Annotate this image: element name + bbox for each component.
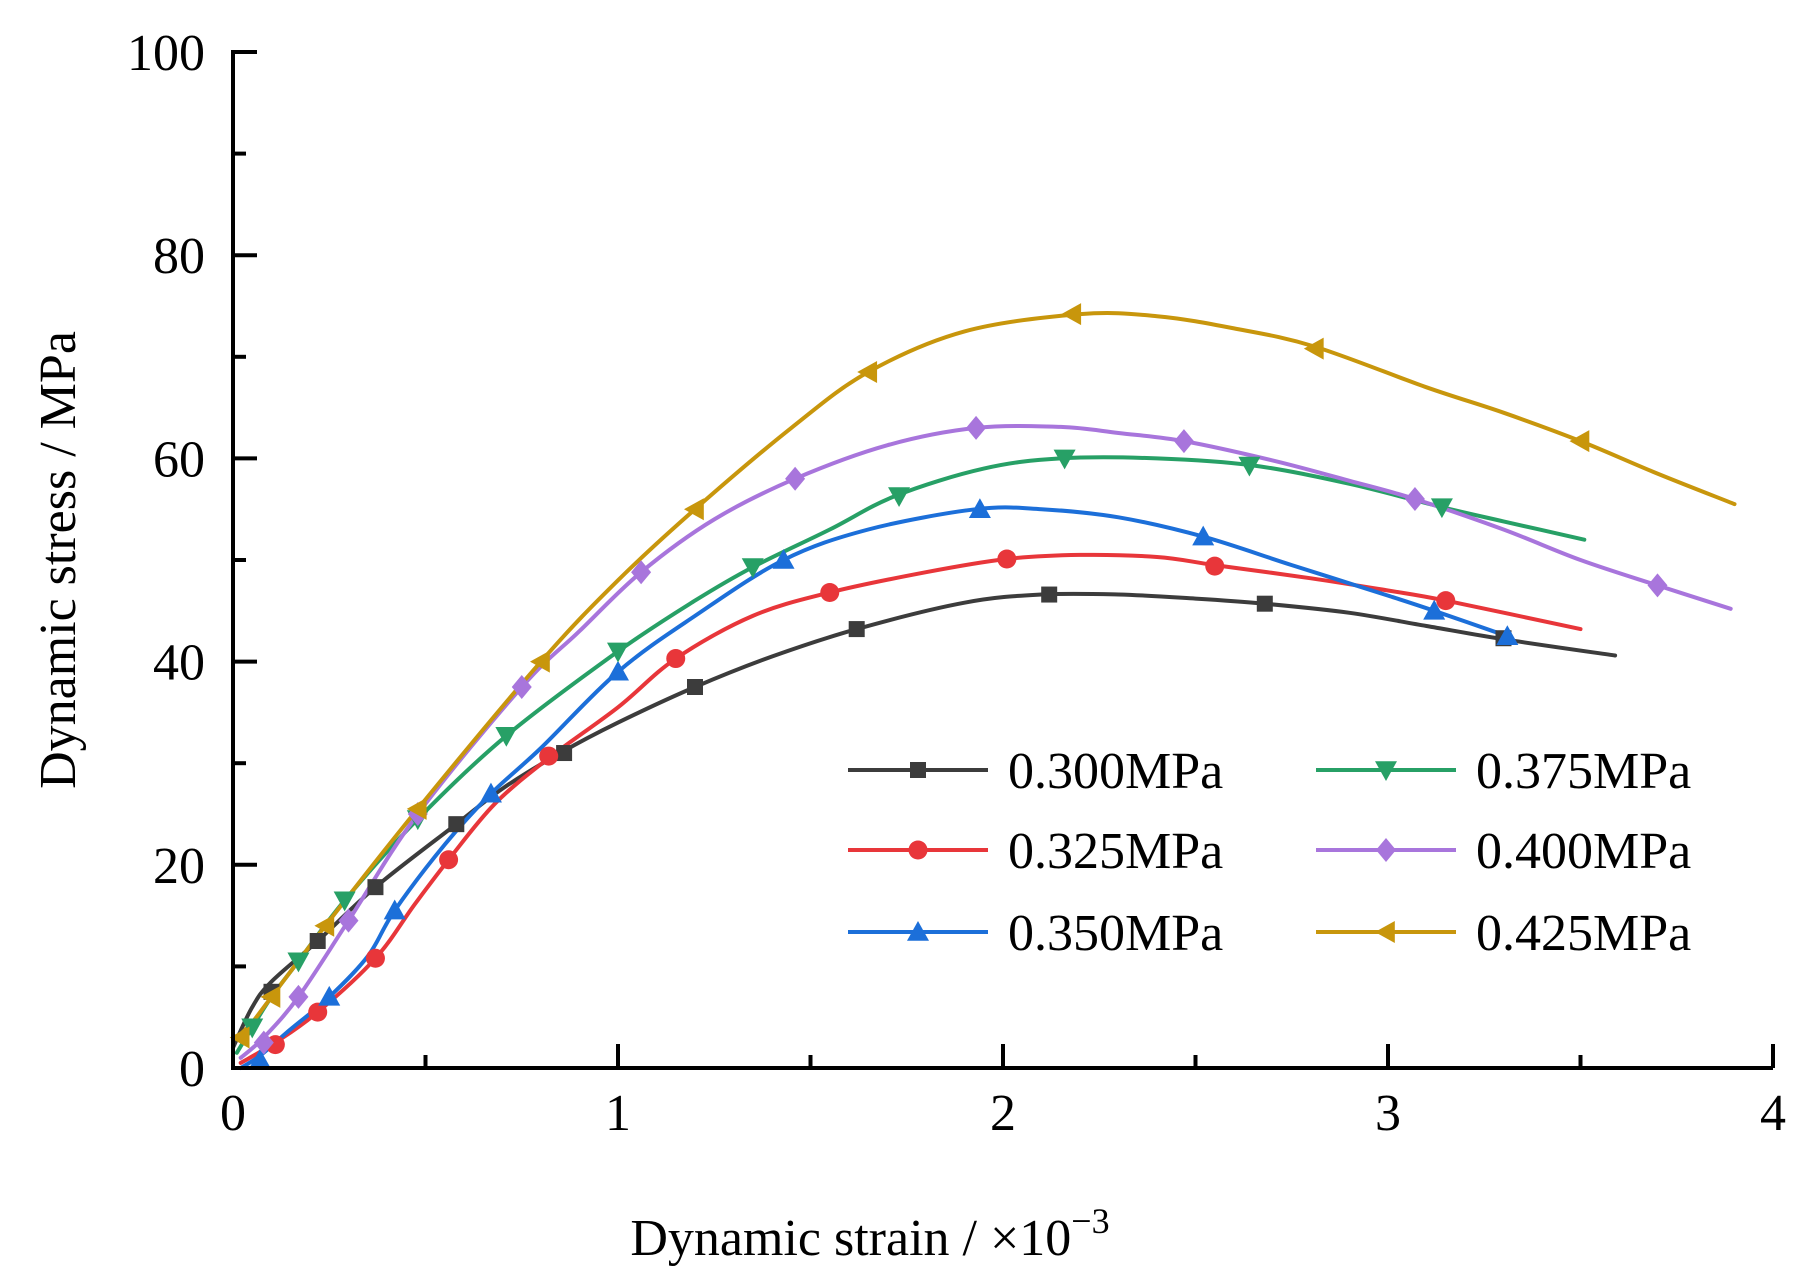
- data-point-0-6: [848, 621, 865, 638]
- data-point-2-3: [479, 782, 502, 803]
- data-point-5-8: [1303, 337, 1324, 360]
- x-axis-title: Dynamic strain / ×10−3: [630, 1201, 1109, 1267]
- data-point-5-7: [1061, 303, 1082, 326]
- y-tick-label: 0: [179, 1041, 205, 1098]
- data-point-2-8: [1423, 599, 1446, 620]
- y-tick-label: 40: [153, 635, 205, 692]
- y-tick-label: 60: [153, 431, 205, 488]
- series-line-1: [238, 552, 1583, 1065]
- data-point-3-5: [607, 642, 629, 663]
- legend-label: 0.300MPa: [1008, 743, 1223, 800]
- data-point-5-2: [314, 914, 335, 937]
- data-point-1-6: [820, 583, 840, 603]
- legend-item-3: 0.375MPa: [1316, 743, 1691, 800]
- legend-swatch-marker: [907, 921, 929, 941]
- data-point-5-5: [684, 498, 704, 521]
- data-point-3-0: [241, 1018, 264, 1039]
- legend-item-0: 0.300MPa: [848, 743, 1223, 800]
- legend-swatch-marker: [1375, 761, 1397, 781]
- x-tick-label: 4: [1760, 1085, 1786, 1142]
- data-point-1-1: [308, 1002, 328, 1022]
- data-point-4-10: [1647, 573, 1668, 598]
- data-point-1-9: [1436, 591, 1456, 611]
- data-point-0-3: [448, 816, 465, 833]
- data-point-3-2: [333, 891, 356, 912]
- data-point-1-5: [666, 649, 686, 669]
- x-tick-label: 0: [220, 1085, 246, 1142]
- data-point-4-6: [785, 466, 806, 491]
- legend-swatch-marker: [1375, 921, 1395, 943]
- data-point-5-4: [530, 650, 550, 673]
- data-point-5-3: [406, 797, 427, 820]
- series-line-0: [231, 591, 1618, 1050]
- data-point-4-1: [288, 984, 309, 1009]
- data-point-2-7: [1192, 525, 1215, 546]
- legend-item-2: 0.350MPa: [848, 905, 1223, 962]
- legend-label: 0.400MPa: [1476, 823, 1691, 880]
- data-point-5-0: [229, 1026, 250, 1049]
- data-point-1-2: [365, 948, 385, 968]
- data-point-3-8: [1053, 449, 1076, 470]
- data-point-3-1: [287, 952, 310, 973]
- legend-item-4: 0.400MPa: [1316, 823, 1691, 880]
- data-point-4-0: [253, 1030, 274, 1055]
- data-point-3-10: [1430, 498, 1453, 519]
- data-point-2-0: [248, 1048, 271, 1069]
- legend-item-5: 0.425MPa: [1316, 905, 1691, 962]
- data-point-5-6: [857, 361, 878, 384]
- data-point-3-4: [495, 726, 518, 747]
- x-tick-label: 3: [1375, 1085, 1401, 1142]
- data-point-2-2: [383, 899, 406, 920]
- y-tick-label: 20: [153, 838, 205, 895]
- data-point-4-2: [338, 908, 359, 933]
- data-point-2-1: [318, 985, 341, 1006]
- legend-swatch-marker: [910, 762, 926, 778]
- data-point-0-1: [309, 933, 326, 949]
- data-point-3-7: [888, 487, 911, 507]
- series-line-4: [238, 423, 1733, 1060]
- y-tick-label: 80: [153, 228, 205, 285]
- x-tick-label: 2: [990, 1085, 1016, 1142]
- y-tick-label: 100: [127, 25, 205, 82]
- data-point-1-8: [1205, 556, 1225, 576]
- data-point-4-5: [631, 560, 652, 585]
- legend-swatch-marker: [908, 840, 928, 860]
- legend-item-1: 0.325MPa: [848, 823, 1223, 880]
- legend-swatch-marker: [1376, 838, 1396, 862]
- data-point-5-9: [1569, 430, 1590, 453]
- data-point-5-1: [260, 985, 281, 1008]
- series-line-2: [238, 505, 1510, 1070]
- legend-label: 0.325MPa: [1008, 823, 1223, 880]
- data-point-0-8: [1256, 595, 1273, 612]
- data-point-0-4: [556, 745, 573, 762]
- data-point-4-7: [966, 415, 987, 440]
- data-point-2-4: [607, 660, 629, 681]
- data-point-4-9: [1404, 487, 1425, 512]
- series-line-3: [234, 455, 1587, 1055]
- series-line-5: [234, 311, 1737, 1040]
- data-point-1-7: [997, 549, 1017, 569]
- legend-label: 0.375MPa: [1476, 743, 1691, 800]
- data-point-0-5: [687, 679, 703, 695]
- legend: 0.300MPa 0.325MPa 0.350MPa 0.375MPa 0.400MPa…: [848, 743, 1691, 962]
- data-point-4-8: [1173, 429, 1194, 454]
- y-axis-title: Dynamic stress / MPa: [30, 331, 87, 789]
- x-tick-label: 1: [605, 1085, 631, 1142]
- data-point-2-5: [772, 549, 795, 569]
- data-point-1-3: [439, 850, 459, 870]
- legend-label: 0.425MPa: [1476, 905, 1691, 962]
- data-point-3-6: [741, 558, 764, 579]
- data-point-2-6: [968, 498, 991, 518]
- series-markers: [229, 303, 1668, 1069]
- legend-label: 0.350MPa: [1008, 905, 1223, 962]
- data-point-0-7: [1041, 586, 1058, 603]
- data-point-1-4: [539, 746, 559, 766]
- data-point-2-9: [1496, 625, 1519, 645]
- data-point-4-4: [511, 675, 532, 699]
- x-axis-title-exponent: −3: [1071, 1201, 1109, 1241]
- data-point-3-9: [1238, 456, 1261, 477]
- data-point-0-2: [367, 879, 384, 896]
